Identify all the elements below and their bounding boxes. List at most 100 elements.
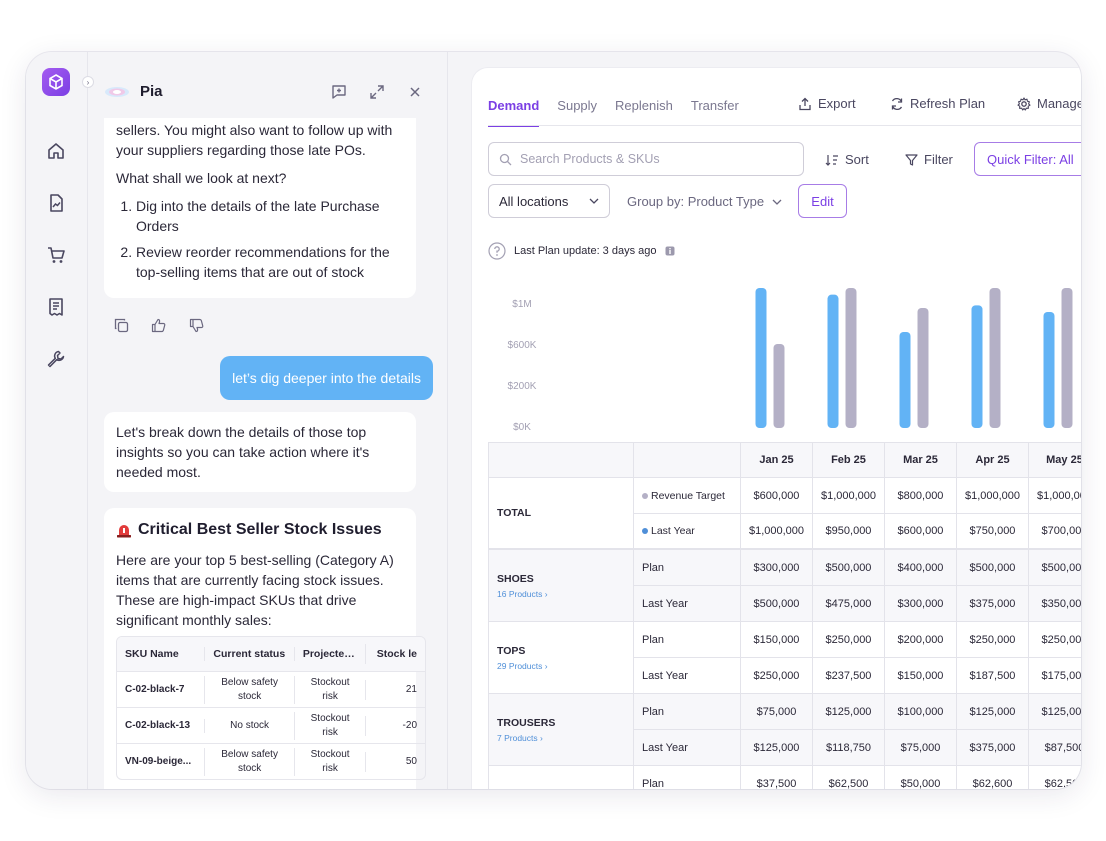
y-tick-label: $600K [508, 340, 537, 351]
quick-filter-button[interactable]: Quick Filter: All [974, 142, 1081, 176]
filter-button[interactable]: Filter [905, 152, 953, 167]
table-row[interactable]: C-02-black-7 Below safety stock Stockout… [117, 671, 425, 707]
tab-supply[interactable]: Supply [557, 98, 598, 113]
report-icon[interactable] [45, 192, 67, 214]
table-row[interactable]: Last Year $125,000 $118,750 $75,000 $375… [634, 730, 1081, 766]
cell: $87,500 [1029, 730, 1081, 766]
edit-button[interactable]: Edit [798, 184, 847, 218]
group-title: SHOES [497, 572, 534, 585]
plan-tabs: Demand Supply Replenish Transfer [488, 98, 739, 127]
stock-level: 21 [365, 679, 425, 700]
table-row[interactable]: Last Year $250,000 $237,500 $150,000 $18… [634, 658, 1081, 694]
help-circle-icon[interactable] [488, 242, 506, 260]
cell: $100,000 [885, 694, 957, 730]
row-label: Plan [634, 622, 741, 658]
projected-status: Stockout risk [293, 675, 366, 704]
bar-revenue-target[interactable] [899, 332, 911, 428]
group-label[interactable]: TOPS 29 Products › [489, 622, 634, 694]
table-row[interactable]: Last Year $500,000 $475,000 $300,000 $37… [634, 586, 1081, 622]
bar-last-year[interactable] [845, 288, 857, 428]
issue-heading: Critical Best Seller Stock Issues [116, 520, 404, 540]
cell: $375,000 [957, 586, 1029, 622]
table-row[interactable]: VN-09-beige... Below safety stock Stocko… [117, 743, 425, 779]
rail-toggle-chevron-icon[interactable]: › [82, 76, 94, 88]
expand-icon[interactable] [369, 84, 385, 100]
tab-demand[interactable]: Demand [488, 98, 540, 127]
cart-icon[interactable] [45, 244, 67, 266]
group-label[interactable]: SHOES 16 Products › [489, 550, 634, 622]
manage-button[interactable]: Manage [1017, 96, 1081, 111]
group-block-next: Plan $37,500 $62,500 $50,000 $62,600 $62… [489, 766, 1081, 789]
table-row[interactable]: Plan $300,000 $500,000 $400,000 $500,000… [634, 550, 1081, 586]
cell: $800,000 [885, 478, 957, 514]
bar-revenue-target[interactable] [827, 294, 839, 428]
table-row[interactable]: Last Year $1,000,000 $950,000 $600,000 $… [634, 514, 1081, 550]
bar-last-year[interactable] [917, 308, 929, 428]
close-icon[interactable] [407, 84, 423, 100]
bar-revenue-target[interactable] [1043, 312, 1055, 428]
sort-button[interactable]: Sort [825, 152, 869, 167]
cell: $1,000,000 [957, 478, 1029, 514]
cell: $475,000 [813, 586, 885, 622]
search-input[interactable]: Search Products & SKUs [488, 142, 804, 176]
cell: $300,000 [741, 550, 813, 586]
bar-last-year[interactable] [989, 288, 1001, 428]
plan-update-text: Last Plan update: 3 days ago [514, 245, 657, 257]
group-label[interactable]: TROUSERS 7 Products › [489, 694, 634, 766]
month-header: Feb 25 [813, 443, 885, 478]
thumbs-up-icon[interactable] [151, 318, 167, 334]
wrench-icon[interactable] [45, 348, 67, 370]
home-icon[interactable] [45, 140, 67, 162]
tab-replenish[interactable]: Replenish [615, 98, 673, 113]
group-by-label: Group by: Product Type [627, 194, 765, 209]
issue-title: Critical Best Seller Stock Issues [138, 521, 382, 538]
cell: $700,000 [1029, 514, 1081, 549]
column-header[interactable]: Projected... [293, 647, 366, 661]
option-item[interactable]: Dig into the details of the late Purchas… [136, 196, 404, 236]
filter-icon [905, 153, 918, 166]
tab-transfer[interactable]: Transfer [690, 98, 739, 113]
group-label[interactable] [489, 766, 634, 789]
cell: $118,750 [813, 730, 885, 766]
table-row[interactable]: Plan $75,000 $125,000 $100,000 $125,000 … [634, 694, 1081, 730]
group-product-count[interactable]: 29 Products › [497, 660, 548, 671]
bar-revenue-target[interactable] [971, 305, 983, 428]
table-row[interactable]: Plan $37,500 $62,500 $50,000 $62,600 $62… [634, 766, 1081, 789]
assistant-message-3: Critical Best Seller Stock Issues Here a… [104, 508, 426, 789]
receipt-icon[interactable] [45, 296, 67, 318]
month-header: Jan 25 [741, 443, 813, 478]
app-logo[interactable] [42, 68, 70, 96]
search-placeholder: Search Products & SKUs [520, 152, 660, 166]
legend-dot [642, 492, 648, 499]
refresh-plan-button[interactable]: Refresh Plan [890, 96, 985, 111]
group-product-count[interactable]: 16 Products › [497, 588, 548, 599]
column-header[interactable]: SKU Name [125, 648, 179, 660]
column-header[interactable]: Current status [204, 647, 293, 661]
location-select[interactable]: All locations [488, 184, 610, 218]
group-by-select[interactable]: Group by: Product Type [627, 194, 782, 209]
info-icon[interactable] [665, 246, 675, 256]
cell: $350,000 [1029, 586, 1081, 622]
next-step-options: Dig into the details of the late Purchas… [116, 196, 404, 282]
option-item[interactable]: Review reorder recommendations for the t… [136, 242, 404, 282]
group-product-count[interactable]: 7 Products › [497, 732, 543, 743]
copy-icon[interactable] [114, 318, 130, 334]
bar-revenue-target[interactable] [755, 288, 767, 428]
header-spacer [634, 443, 741, 478]
sku-issues-table: SKU Name Current status Projected... Sto… [116, 636, 426, 780]
thumbs-down-icon[interactable] [189, 318, 205, 334]
cell: $1,000,000 [813, 478, 885, 514]
cell: $175,000 [1029, 658, 1081, 694]
export-button[interactable]: Export [798, 96, 856, 111]
cell: $950,000 [813, 514, 885, 549]
bar-last-year[interactable] [773, 344, 785, 428]
cell: $600,000 [885, 514, 957, 549]
new-chat-icon[interactable] [331, 84, 347, 100]
cell: $400,000 [885, 550, 957, 586]
table-row[interactable]: Revenue Target $600,000 $1,000,000 $800,… [634, 478, 1081, 514]
bar-last-year[interactable] [1061, 288, 1073, 428]
column-header[interactable]: Stock le [365, 644, 425, 664]
table-row[interactable]: Plan $150,000 $250,000 $200,000 $250,000… [634, 622, 1081, 658]
table-row[interactable]: C-02-black-13 No stock Stockout risk -20 [117, 707, 425, 743]
current-status: Below safety stock [204, 747, 293, 776]
